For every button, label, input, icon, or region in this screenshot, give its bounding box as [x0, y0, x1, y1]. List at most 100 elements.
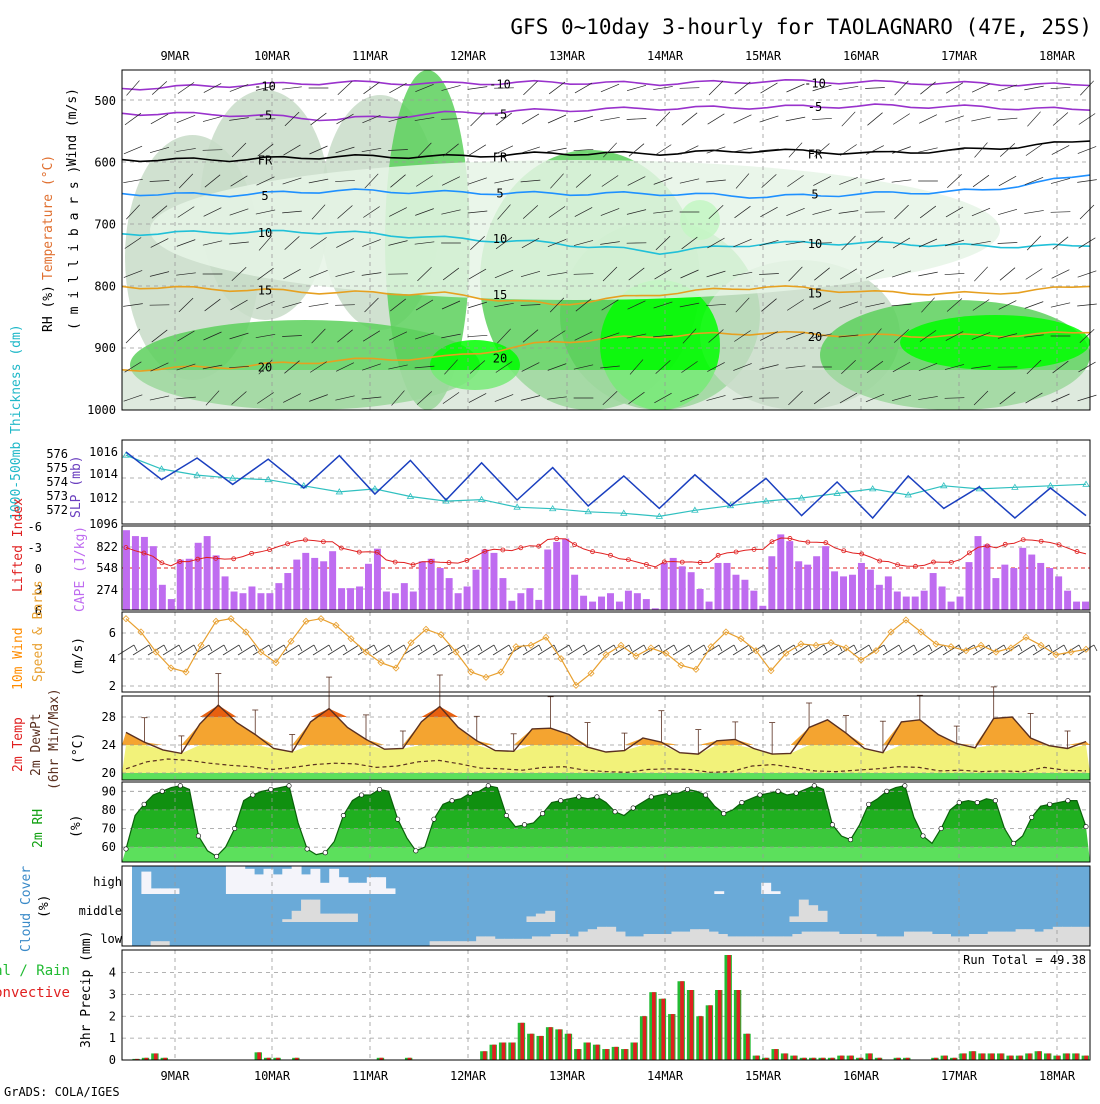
cloud-low-bar [876, 936, 886, 946]
cloud-low-bar [838, 934, 849, 946]
wind-barb [496, 112, 512, 126]
cloud-middle-bar [798, 899, 809, 922]
wind-barb-flag [898, 644, 903, 652]
li-point [679, 559, 685, 565]
cape-bar [149, 546, 157, 610]
cape-bar [893, 591, 901, 610]
wind-barb [786, 83, 805, 93]
cape-tick: 548 [96, 561, 118, 575]
cloud-label: Cloud Cover [19, 866, 34, 952]
wind-barb [918, 238, 938, 248]
wind-barb [497, 204, 511, 220]
wind-barb [946, 298, 963, 312]
wind-barb [680, 269, 699, 279]
cloud-middle-bar [301, 899, 311, 922]
wind-barb [865, 87, 885, 89]
top-date-label: 17MAR [941, 49, 978, 63]
precip-convective-bar [379, 1057, 384, 1060]
rh-point [177, 783, 183, 789]
cloud-low-bar [690, 929, 700, 946]
wind-barb [867, 236, 883, 250]
cloud-high-bar [169, 888, 180, 894]
temp-panel: 28 24 20 2m Temp 2m DewPt (6hr Min/Max) (°… [11, 673, 1091, 790]
precip-convective-bar [811, 1057, 816, 1060]
wind-barb [733, 114, 752, 124]
wind-barb [256, 300, 275, 310]
wind-barb [492, 644, 510, 656]
rh-point [757, 792, 763, 798]
precip-panel: 4 3 2 1 0 Run Total = 49.38 Total / Rain Con… [0, 931, 1091, 1067]
wind-barb [469, 360, 486, 374]
wind-barb [310, 112, 327, 126]
wind-point [722, 628, 730, 636]
wind-barb [117, 644, 135, 656]
cloud-low-bar [597, 926, 607, 946]
wind-barb-flag [583, 644, 588, 652]
wind-barb [921, 297, 935, 313]
wind-barb [759, 115, 779, 123]
cloud-high-bar [310, 868, 321, 894]
wind-barb-flag [538, 644, 543, 652]
wind-barb [971, 207, 991, 217]
cape-bar [920, 590, 928, 610]
precip-convective-bar [980, 1053, 985, 1060]
wind-barb [760, 82, 778, 94]
cape-bar [660, 562, 668, 610]
wind-barb [912, 644, 930, 656]
wind-barb [1052, 360, 1069, 374]
wind-barb [389, 207, 407, 217]
wind-barb-flag [163, 644, 168, 652]
cloud-low-bar [959, 936, 970, 946]
wind-barb [945, 331, 964, 341]
cloud-low-bar [1034, 931, 1044, 946]
wind-barb [841, 235, 856, 251]
rh-label: 2m RH [31, 809, 46, 848]
wind-barb [865, 178, 885, 184]
cape-bar [365, 563, 372, 610]
thickness-series [125, 454, 1087, 518]
rh-point [413, 848, 419, 854]
cape-bar [338, 588, 346, 610]
wind-barb [192, 644, 210, 656]
thickness-point [584, 508, 592, 515]
cape-bar [266, 593, 274, 610]
li-point [949, 559, 954, 565]
wind-barb [202, 364, 223, 370]
wind-barb [735, 173, 750, 189]
cloud-low-bar [783, 936, 793, 946]
rh-point [304, 846, 310, 852]
wind-barb [841, 360, 856, 374]
cloud-low-bar [476, 936, 486, 946]
wind-barb [123, 178, 143, 184]
wind-barb [732, 396, 753, 400]
wind-barb [308, 303, 329, 307]
wind-barb [151, 329, 168, 343]
wind-point [947, 643, 955, 651]
wind-barb [1024, 334, 1044, 338]
rh-point [377, 786, 383, 792]
wind-barb [494, 87, 514, 89]
wind-barb [626, 84, 647, 92]
wind-barb [612, 644, 630, 656]
cloud-high-bar [319, 882, 330, 894]
wind-point [152, 648, 160, 656]
cloud-low-bar [950, 936, 961, 946]
wind-barb [149, 180, 170, 182]
thickness-point [477, 495, 486, 502]
wind-barb [732, 147, 753, 153]
precip-tick: 3 [109, 987, 116, 1001]
wind-barb [414, 365, 435, 369]
wind-barb [947, 174, 962, 188]
wind-barb [807, 644, 825, 656]
wind-barb [573, 240, 594, 246]
thickness-tick: 576 [46, 447, 68, 461]
cape-bar [1037, 562, 1045, 610]
cape-bar [544, 549, 552, 610]
cape-bar [624, 590, 632, 610]
cape-bar [239, 593, 247, 610]
wind-barb [126, 204, 140, 220]
wind-barb [1052, 112, 1069, 126]
wind-barb-flag [1093, 644, 1098, 652]
wind-barb [1025, 144, 1043, 156]
wind-barb [521, 146, 540, 154]
